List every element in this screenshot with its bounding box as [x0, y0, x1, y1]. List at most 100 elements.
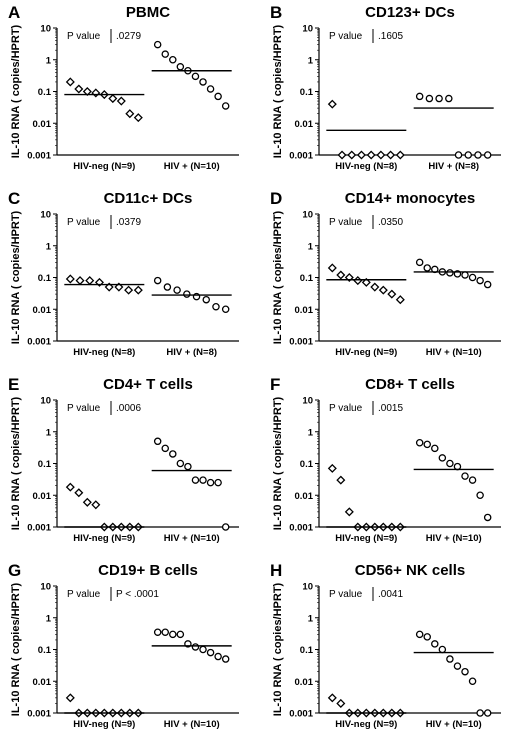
data-point — [202, 295, 211, 304]
y-tick-label: 0.01 — [295, 677, 314, 688]
y-tick-label: 0.1 — [38, 645, 52, 656]
data-point — [425, 94, 434, 103]
y-tick-label: 1 — [308, 241, 314, 252]
data-point — [212, 302, 220, 311]
data-point — [163, 283, 172, 291]
data-point — [483, 151, 492, 159]
y-tick-label: 0.1 — [38, 459, 52, 470]
y-tick-label: 10 — [302, 24, 313, 35]
x-category-label: HIV-neg (N=9) — [335, 347, 397, 358]
data-point — [183, 290, 191, 298]
y-tick-label: 10 — [40, 582, 51, 593]
y-tick-label: 1 — [308, 613, 314, 624]
data-point — [468, 273, 477, 282]
data-point — [191, 643, 200, 651]
data-point — [423, 633, 431, 641]
x-category-label: HIV-neg (N=9) — [73, 161, 135, 172]
data-point — [446, 655, 454, 663]
data-point — [191, 476, 200, 484]
y-axis-label: IL-10 RNA ( copies/HPRT) — [272, 24, 284, 158]
data-point — [370, 282, 380, 292]
data-point — [461, 271, 469, 279]
y-axis-label: IL-10 RNA ( copies/HPRT) — [272, 210, 284, 344]
y-axis-label: IL-10 RNA ( copies/HPRT) — [272, 582, 284, 716]
data-point — [221, 102, 230, 110]
data-point — [445, 94, 453, 103]
data-point — [387, 289, 397, 299]
data-point — [169, 450, 177, 458]
pvalue-label: P value — [329, 403, 363, 414]
panel-g: G CD19+ B cells IL-10 RNA ( copies/HPRT) 0.… — [8, 561, 239, 730]
y-tick-label: 0.001 — [289, 523, 313, 534]
data-point — [65, 482, 75, 492]
panel-letter: G — [8, 561, 21, 580]
data-point — [378, 285, 388, 295]
y-tick-label: 0.01 — [33, 305, 52, 316]
data-point — [361, 277, 371, 287]
x-category-label: HIV-neg (N=8) — [335, 161, 397, 172]
data-point — [453, 662, 462, 670]
data-point — [199, 645, 207, 654]
pvalue-value: .0279 — [116, 31, 141, 42]
y-axis-label: IL-10 RNA ( copies/HPRT) — [10, 210, 22, 344]
data-point — [74, 84, 84, 94]
y-tick-label: 10 — [302, 210, 313, 221]
data-point — [468, 677, 477, 686]
y-axis-label: IL-10 RNA ( copies/HPRT) — [272, 396, 284, 530]
y-tick-label: 1 — [46, 241, 52, 252]
y-axis-label: IL-10 RNA ( copies/HPRT) — [10, 582, 22, 716]
data-point — [476, 709, 484, 717]
x-category-label: HIV + (N=8) — [428, 161, 479, 172]
data-point — [221, 655, 230, 663]
pvalue-label: P value — [67, 217, 101, 228]
x-category-label: HIV + (N=8) — [166, 347, 217, 358]
y-tick-label: 0.01 — [295, 305, 314, 316]
panel-letter: H — [270, 561, 282, 580]
data-point — [366, 150, 376, 160]
data-point — [415, 630, 424, 639]
data-point — [431, 444, 439, 453]
data-point — [82, 497, 92, 507]
data-point — [184, 462, 192, 471]
y-tick-label: 10 — [40, 396, 51, 407]
data-point — [104, 282, 114, 292]
data-point — [423, 440, 431, 449]
data-point — [176, 459, 185, 468]
panel-title: CD4+ T cells — [103, 376, 193, 393]
x-category-label: HIV-neg (N=9) — [73, 719, 135, 730]
data-point — [173, 286, 181, 294]
data-point — [206, 648, 215, 657]
pvalue-value: .0015 — [378, 403, 403, 414]
y-tick-label: 0.001 — [27, 523, 51, 534]
y-tick-label: 0.01 — [33, 491, 52, 502]
data-point — [395, 150, 405, 160]
data-point — [376, 150, 386, 160]
data-point — [336, 475, 346, 485]
y-tick-label: 10 — [40, 210, 51, 221]
data-point — [214, 652, 222, 661]
panel-title: CD19+ B cells — [98, 562, 198, 579]
pvalue-label: P value — [329, 31, 363, 42]
data-point — [415, 92, 424, 101]
y-tick-label: 1 — [46, 427, 52, 438]
y-tick-label: 0.01 — [33, 119, 52, 130]
data-point — [65, 274, 75, 284]
data-point — [474, 151, 482, 159]
panel-title: CD123+ DCs — [365, 4, 455, 21]
x-category-label: HIV + (N=10) — [426, 719, 482, 730]
data-point — [347, 150, 357, 160]
data-point — [85, 276, 95, 286]
y-tick-label: 0.1 — [300, 87, 314, 98]
data-point — [108, 94, 118, 104]
panel-b: B CD123+ DCs IL-10 RNA ( copies/HPRT) 0.001… — [270, 3, 501, 172]
data-point — [124, 285, 134, 295]
y-tick-label: 1 — [46, 55, 52, 66]
pvalue-value: P < .0001 — [116, 589, 159, 600]
data-point — [125, 109, 135, 119]
pvalue-value: .0006 — [116, 403, 141, 414]
data-point — [476, 276, 484, 285]
y-tick-label: 0.001 — [27, 709, 51, 720]
y-tick-label: 0.01 — [33, 677, 52, 688]
data-point — [169, 630, 177, 639]
data-point — [91, 500, 101, 510]
